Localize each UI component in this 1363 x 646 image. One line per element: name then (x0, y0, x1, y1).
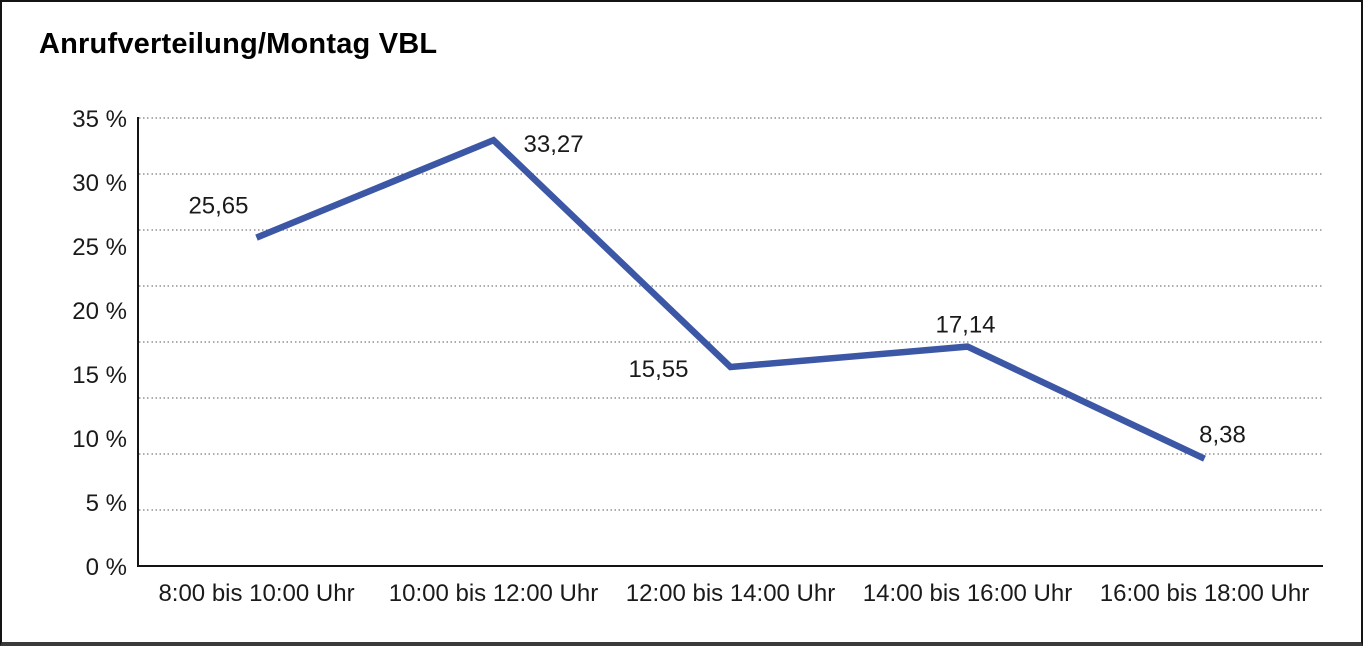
x-category-label: 10:00 bis 12:00 Uhr (389, 580, 598, 607)
data-label: 25,65 (188, 193, 248, 220)
y-tick-label: 20 % (72, 298, 127, 325)
data-label: 33,27 (524, 131, 584, 158)
x-category-label: 12:00 bis 14:00 Uhr (626, 580, 835, 607)
y-tick-label: 5 % (86, 490, 127, 517)
y-tick-label: 10 % (72, 426, 127, 453)
y-tick-label: 35 % (72, 106, 127, 133)
x-category-label: 8:00 bis 10:00 Uhr (158, 580, 354, 607)
data-label: 8,38 (1199, 422, 1246, 449)
y-tick-label: 15 % (72, 362, 127, 389)
y-tick-label: 0 % (86, 554, 127, 581)
data-label: 17,14 (935, 312, 995, 339)
y-tick-label: 30 % (72, 170, 127, 197)
data-label: 15,55 (628, 356, 688, 383)
y-tick-label: 25 % (72, 234, 127, 261)
x-category-label: 14:00 bis 16:00 Uhr (863, 580, 1072, 607)
x-category-label: 16:00 bis 18:00 Uhr (1100, 580, 1309, 607)
series-line (255, 136, 1206, 462)
chart-title: Anrufverteilung/Montag VBL (39, 28, 438, 60)
